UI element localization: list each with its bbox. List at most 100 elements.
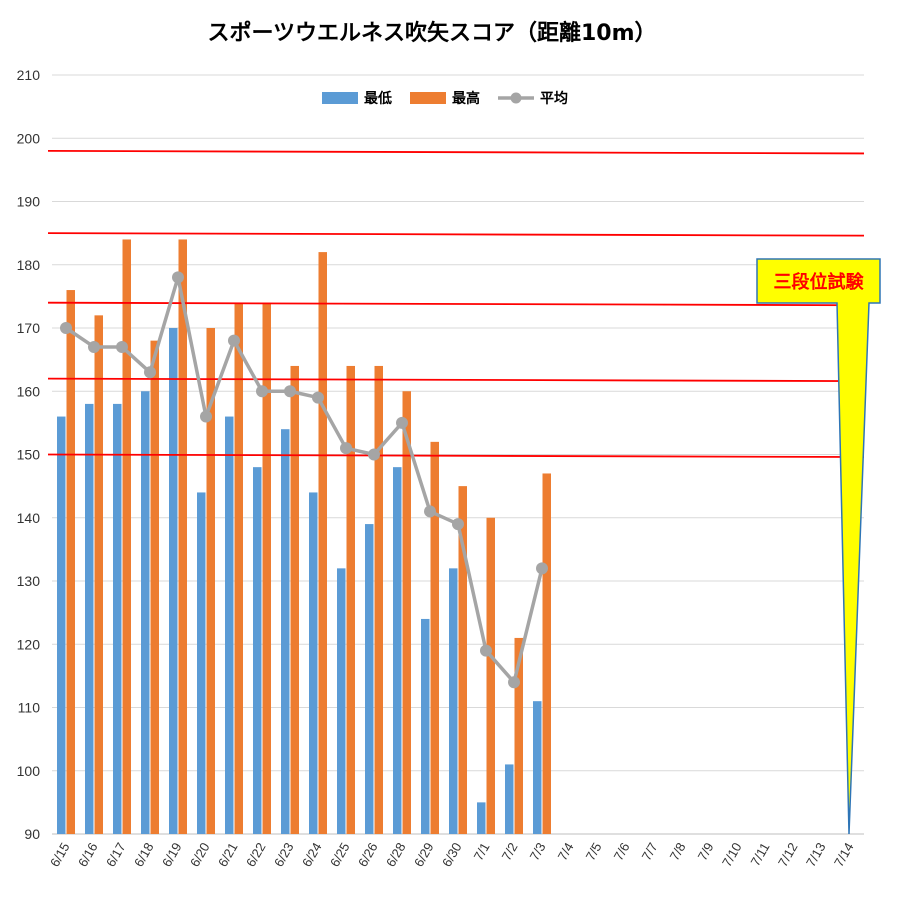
x-tick-label: 7/13 xyxy=(803,840,829,869)
bar-min xyxy=(57,416,66,834)
x-tick-label: 6/23 xyxy=(271,840,297,869)
bar-max xyxy=(178,239,187,834)
bar-min xyxy=(197,492,206,834)
bar-min xyxy=(85,403,94,834)
y-tick-label: 210 xyxy=(17,67,41,83)
bar-min xyxy=(141,391,150,834)
y-tick-label: 160 xyxy=(17,383,41,399)
x-axis-ticks: 6/15 6/16 6/17 6/18 6/19 6/20 6/21 6/22 6/23 6/24… xyxy=(47,840,857,869)
callout-text: 三段位試験 xyxy=(774,271,865,293)
bar-max xyxy=(318,252,327,835)
x-tick-label: 7/2 xyxy=(499,840,521,863)
x-tick-label: 6/17 xyxy=(103,840,129,869)
legend-label: 平均 xyxy=(540,90,568,107)
legend-swatch xyxy=(322,92,358,104)
average-point xyxy=(340,442,352,455)
y-tick-label: 140 xyxy=(17,510,41,526)
bar-min xyxy=(505,764,514,834)
y-tick-label: 100 xyxy=(17,763,41,779)
y-axis-ticks: 90 100 110 120 130 140 150 160 170 180 190 200 210 xyxy=(17,67,41,842)
bar-max xyxy=(206,328,215,834)
reference-line xyxy=(47,453,865,458)
bar-min xyxy=(533,701,542,834)
average-point xyxy=(116,340,128,353)
y-tick-label: 130 xyxy=(17,573,41,589)
x-tick-label: 7/3 xyxy=(527,840,549,863)
reference-line xyxy=(47,149,865,155)
bar-max xyxy=(514,637,523,834)
bar-min xyxy=(113,403,122,834)
bar-max xyxy=(66,290,75,834)
average-point xyxy=(200,410,212,423)
x-tick-label: 6/19 xyxy=(159,840,185,869)
bar-max xyxy=(486,517,495,834)
average-point xyxy=(284,385,296,398)
x-tick-label: 6/30 xyxy=(439,840,465,869)
bar-min xyxy=(449,568,458,834)
x-tick-label: 6/25 xyxy=(327,840,353,869)
average-point xyxy=(508,676,520,689)
bar-max xyxy=(458,486,467,834)
x-tick-label: 7/8 xyxy=(667,840,689,863)
average-point xyxy=(60,322,72,334)
y-tick-label: 150 xyxy=(17,447,41,463)
x-tick-label: 7/9 xyxy=(695,840,717,863)
x-tick-label: 6/20 xyxy=(187,840,213,869)
legend-label: 最低 xyxy=(364,90,392,107)
average-point xyxy=(312,391,324,404)
x-tick-label: 6/26 xyxy=(355,840,381,869)
legend-marker xyxy=(510,92,522,104)
y-tick-label: 120 xyxy=(17,636,41,652)
legend: 最低 最高 平均 xyxy=(322,90,568,107)
x-tick-label: 7/4 xyxy=(555,840,577,863)
y-tick-label: 190 xyxy=(17,194,41,210)
bar-min xyxy=(477,802,486,834)
x-tick-label: 7/10 xyxy=(719,840,745,869)
x-tick-label: 7/6 xyxy=(611,840,633,863)
bar-max xyxy=(234,302,243,834)
exam-callout: 三段位試験 xyxy=(756,258,881,835)
x-tick-label: 7/1 xyxy=(471,840,493,863)
average-point xyxy=(172,271,184,284)
average-point xyxy=(88,340,100,353)
bar-min xyxy=(309,492,318,834)
x-tick-label: 7/5 xyxy=(583,840,605,863)
average-point xyxy=(480,644,492,657)
x-tick-label: 6/21 xyxy=(215,840,241,869)
bar-min xyxy=(169,328,178,834)
average-point xyxy=(228,334,240,347)
average-point xyxy=(256,385,268,398)
bar-min xyxy=(337,568,346,834)
reference-line xyxy=(47,377,865,383)
bar-min xyxy=(421,618,430,834)
y-tick-label: 90 xyxy=(24,826,40,842)
bar-max xyxy=(262,302,271,834)
bar-max xyxy=(542,473,551,834)
average-point xyxy=(368,448,380,461)
y-tick-label: 180 xyxy=(17,257,41,273)
x-tick-label: 6/15 xyxy=(47,840,73,869)
average-line xyxy=(60,271,548,689)
y-tick-label: 170 xyxy=(17,320,41,336)
bar-min xyxy=(393,467,402,834)
x-tick-label: 6/24 xyxy=(299,840,325,869)
bar-max xyxy=(430,441,439,834)
x-tick-label: 6/22 xyxy=(243,840,269,869)
y-tick-label: 110 xyxy=(18,700,41,716)
bars xyxy=(57,239,551,835)
x-tick-label: 7/7 xyxy=(639,840,661,863)
x-tick-label: 6/29 xyxy=(411,840,437,869)
average-point xyxy=(452,518,464,531)
chart-title: スポーツウエルネス吹矢スコア（距離10m） xyxy=(207,20,656,46)
bar-max xyxy=(346,365,355,834)
callout-shape xyxy=(756,258,881,835)
legend-swatch xyxy=(410,92,446,104)
bar-max xyxy=(290,365,299,834)
x-tick-label: 7/12 xyxy=(775,840,801,869)
bar-max xyxy=(150,340,159,834)
x-tick-label: 7/11 xyxy=(747,840,772,869)
bar-min xyxy=(281,429,290,834)
bar-max xyxy=(94,315,103,835)
